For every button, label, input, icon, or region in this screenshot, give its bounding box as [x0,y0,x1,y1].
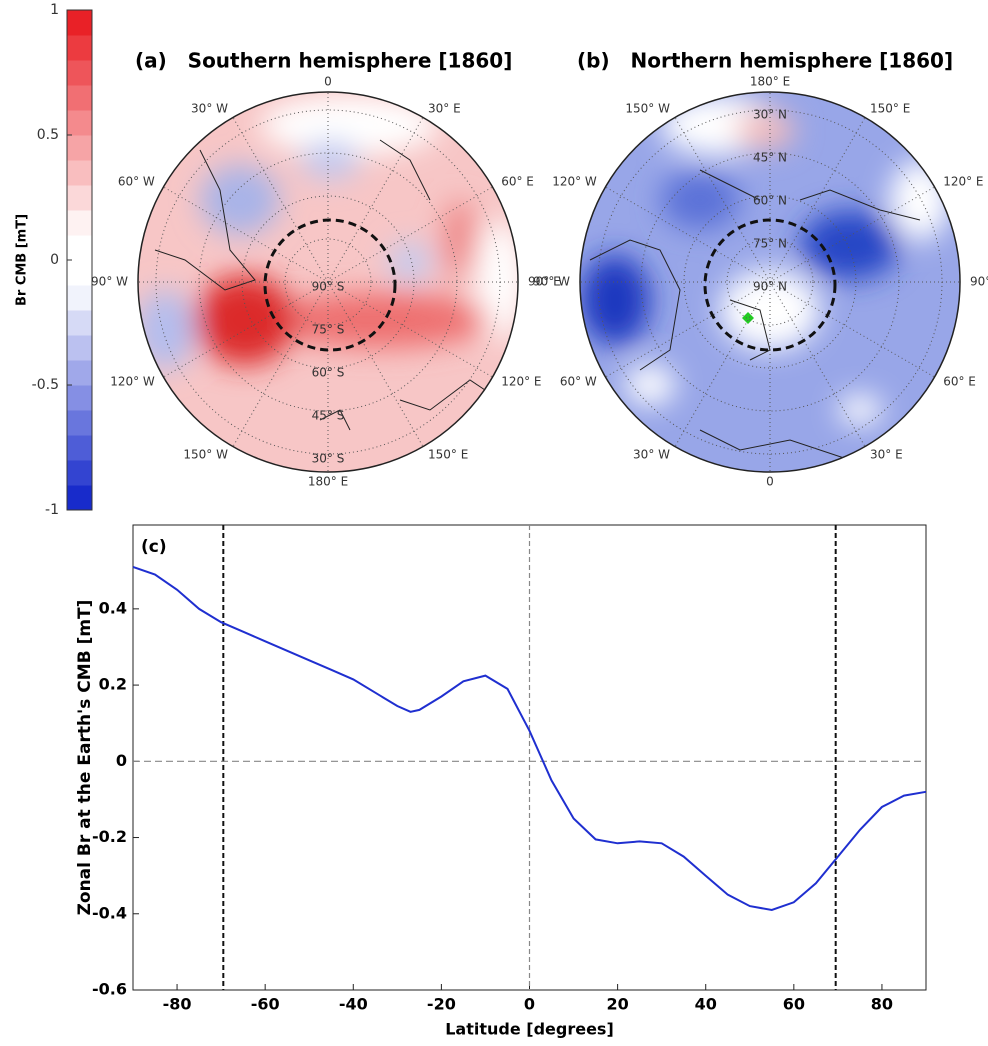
panel-label: (c) [141,537,167,557]
colorbar-label: Br CMB [mT] [15,214,30,306]
colorbar-step [67,485,92,511]
colorbar-step [67,235,92,261]
x-tick-label: -40 [339,995,368,1014]
colorbar-step [67,460,92,486]
colorbar-step [67,10,92,36]
x-axis-label: Latitude [degrees] [445,1020,614,1039]
x-tick-label: -80 [163,995,192,1014]
y-tick-label: -0.2 [92,827,127,846]
colorbar-step [67,35,92,61]
lon-label: 120° W [110,375,155,389]
lat-label: 75° S [312,323,345,337]
lat-circle [241,195,415,369]
lon-label: 30° W [633,448,670,462]
lon-label: 150° E [428,448,468,462]
colorbar-tick-label: 0.5 [37,127,59,143]
lon-label: 120° E [501,375,541,389]
map-field-b [580,92,960,472]
lon-label: 60° E [943,375,976,389]
dashed-circle [703,218,837,352]
lon-label: 60° W [560,375,597,389]
lon-label: 180° E [308,475,348,489]
colorbar-tick-label: 0 [50,252,59,268]
lat-label: 90° S [312,280,345,294]
colorbar-step [67,410,92,436]
y-tick-label: 0.2 [99,675,127,694]
y-axis-label: Zonal Br at the Earth's CMB [mT] [75,600,95,916]
colorbar-step [67,60,92,86]
colorbar-step [67,185,92,211]
colorbar-step [67,110,92,136]
colorbar-step [67,360,92,386]
lon-label: 120° E [943,175,983,189]
colorbar-step [67,435,92,461]
x-tick-label: 60 [783,995,805,1014]
colorbar-tick-label: 1 [50,2,59,18]
map-border [579,91,961,473]
colorbar-step [67,160,92,186]
lon-label: 90° E [970,275,988,289]
lon-label: 60° E [501,175,534,189]
x-tick-label: 40 [695,995,717,1014]
x-tick-label: 0 [524,995,535,1014]
colorbar-tick-label: -0.5 [32,377,59,393]
lon-label: 0 [324,75,332,89]
lon-label: 60° W [118,175,155,189]
lat-label: 75° N [753,237,787,251]
lon-label: 0 [766,475,774,489]
lon-label: 150° W [625,101,670,115]
lat-label: 45° N [753,151,787,165]
colorbar-step [67,335,92,361]
lon-label: 90° E [528,275,561,289]
colorbar-step [67,310,92,336]
dashed-circle [263,218,397,352]
lon-label: 30° W [191,101,228,115]
lon-label: 30° E [870,448,903,462]
lon-label: 90° W [91,275,128,289]
y-tick-label: -0.4 [92,903,127,922]
lat-label: 45° S [312,409,345,423]
map-title: (a) Southern hemisphere [1860] [135,49,512,73]
map-field-a [138,92,518,472]
lon-label: 150° W [183,448,228,462]
map-border [137,91,519,473]
lon-label: 90° W [533,275,570,289]
lat-label: 30° S [312,452,345,466]
x-tick-label: 80 [871,995,893,1014]
colorbar-step [67,385,92,411]
colorbar-step [67,135,92,161]
line-series [132,565,927,912]
lat-circle [726,238,814,326]
lat-circle [683,195,857,369]
y-tick-label: 0.4 [99,598,127,617]
x-tick-label: 20 [606,995,628,1014]
x-tick-label: -60 [251,995,280,1014]
colorbar-step [67,260,92,286]
colorbar-tick-label: -1 [45,502,59,518]
y-tick-label: -0.6 [92,980,127,999]
lon-label: 180° E [750,75,790,89]
colorbar-step [67,85,92,111]
y-tick-label: 0 [116,751,127,770]
lat-label: 60° S [312,366,345,380]
x-tick-label: -20 [427,995,456,1014]
map-title: (b) Northern hemisphere [1860] [577,49,953,73]
lat-label: 60° N [753,194,787,208]
lon-label: 30° E [428,101,461,115]
lon-label: 120° W [552,175,597,189]
lat-label: 90° N [753,280,787,294]
lon-label: 150° E [870,101,910,115]
colorbar-step [67,210,92,236]
lat-circle [284,238,372,326]
lat-label: 30° N [753,108,787,122]
colorbar-step [67,285,92,311]
